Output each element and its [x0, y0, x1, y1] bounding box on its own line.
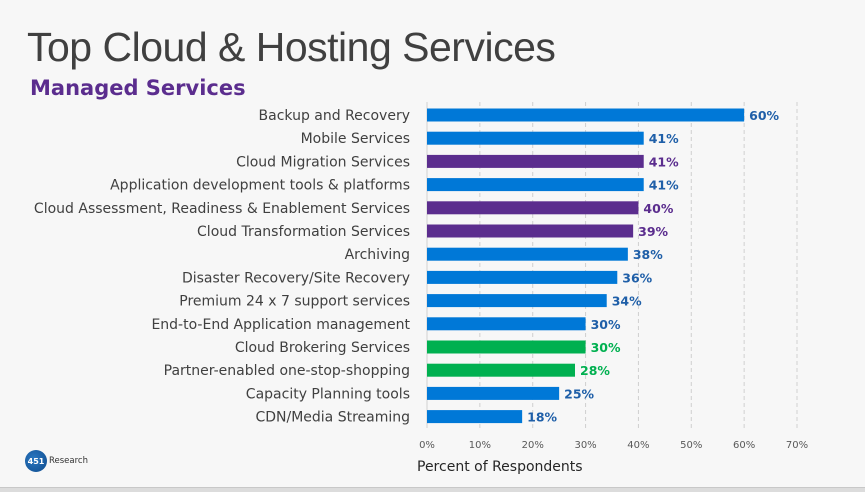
value-label: 40% [643, 201, 673, 216]
chart-title: Top Cloud & Hosting Services [27, 24, 556, 70]
logo-circle: 451 [25, 450, 47, 472]
bar [427, 247, 628, 261]
value-label: 41% [649, 131, 679, 146]
category-label: CDN/Media Streaming [255, 410, 410, 426]
category-label: Backup and Recovery [259, 108, 410, 124]
value-label: 25% [564, 386, 594, 401]
value-label: 18% [527, 410, 557, 425]
category-label: Disaster Recovery/Site Recovery [182, 270, 410, 286]
category-label: Capacity Planning tools [246, 386, 410, 402]
bar [427, 154, 644, 168]
category-label: Cloud Brokering Services [235, 340, 410, 356]
x-axis-label: Percent of Respondents [417, 459, 583, 475]
value-label: 41% [649, 154, 679, 169]
value-label: 39% [638, 224, 668, 239]
chart-subtitle: Managed Services [30, 76, 246, 100]
bottom-border [0, 487, 865, 492]
value-label: 60% [749, 108, 779, 123]
x-tick-label: 40% [627, 440, 649, 451]
bar [427, 201, 639, 215]
bar [427, 108, 745, 122]
x-tick-label: 0% [419, 440, 435, 451]
category-labels: Backup and Recovery Mobile Services Cloud … [34, 108, 411, 426]
bar [427, 363, 575, 377]
value-label: 41% [649, 178, 679, 193]
bars [427, 108, 745, 424]
x-tick-labels: 0% 10% 20% 30% 40% 50% 60% 70% [419, 440, 808, 451]
x-tick-label: 50% [680, 440, 702, 451]
category-label: Cloud Transformation Services [197, 224, 410, 240]
value-label: 28% [580, 363, 610, 378]
bar [427, 270, 618, 284]
x-tick-label: 10% [469, 440, 491, 451]
bar [427, 178, 644, 192]
bar [427, 386, 560, 400]
logo-text: Research [49, 456, 88, 466]
value-label: 34% [612, 294, 642, 309]
category-label: Archiving [345, 247, 410, 263]
category-label: Partner-enabled one-stop-shopping [164, 363, 410, 379]
value-label: 38% [633, 247, 663, 262]
value-label: 36% [622, 270, 652, 285]
bar [427, 131, 644, 145]
value-labels: 60% 41% 41% 41% 40% 39% 38% 36% 34% 30% 30% 28% 25% 1… [527, 108, 779, 425]
bar [427, 294, 607, 308]
x-tick-label: 70% [786, 440, 808, 451]
451-research-logo: 451 Research [25, 450, 88, 472]
x-tick-label: 20% [522, 440, 544, 451]
bar [427, 317, 586, 331]
category-label: Application development tools & platform… [110, 178, 410, 194]
bar [427, 224, 634, 238]
value-label: 30% [591, 340, 621, 355]
gridlines [426, 102, 798, 428]
value-label: 30% [591, 317, 621, 332]
x-tick-label: 30% [574, 440, 596, 451]
x-tick-label: 60% [733, 440, 755, 451]
category-label: End-to-End Application management [151, 317, 410, 333]
category-label: Mobile Services [301, 131, 410, 147]
bar [427, 410, 523, 424]
category-label: Cloud Migration Services [236, 154, 410, 170]
category-label: Cloud Assessment, Readiness & Enablement… [34, 201, 410, 217]
category-label: Premium 24 x 7 support services [179, 294, 410, 310]
bar [427, 340, 586, 354]
